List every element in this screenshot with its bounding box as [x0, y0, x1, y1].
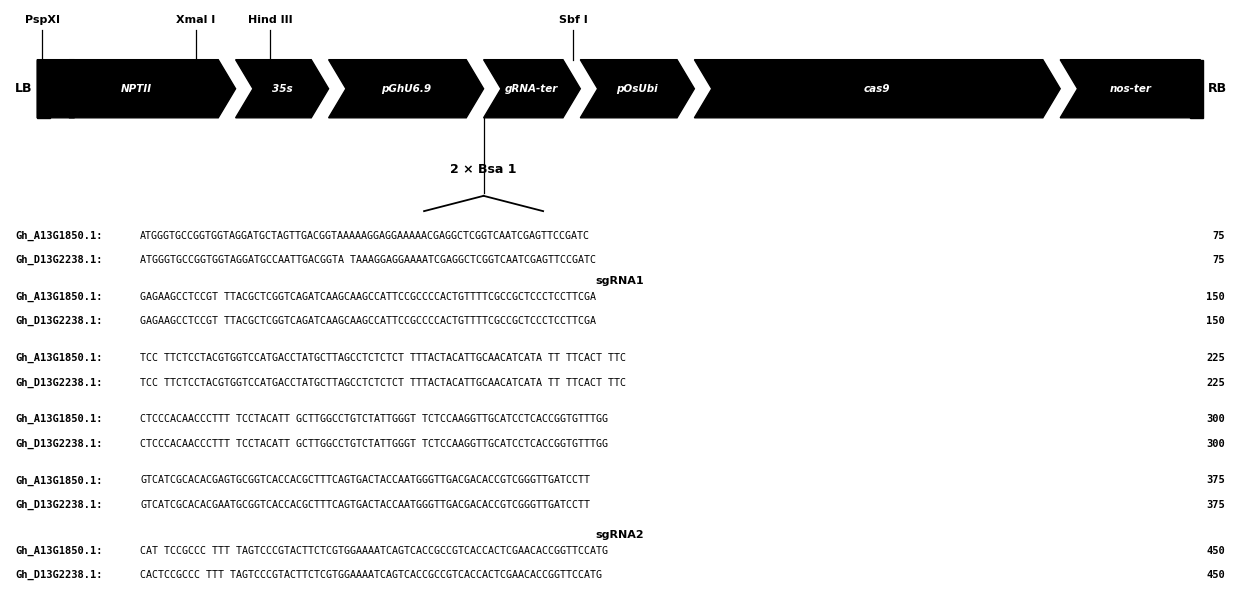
- Polygon shape: [236, 60, 329, 118]
- Polygon shape: [37, 60, 236, 118]
- Text: Gh_A13G1850.1:: Gh_A13G1850.1:: [15, 353, 103, 363]
- Text: 450: 450: [1207, 570, 1225, 580]
- Text: GTCATCGCACACGAATGCGGTCACCACGCTTTCAGTGACTACCAATGGGTTGACGACACCGTCGGGTTGATCCTT: GTCATCGCACACGAATGCGGTCACCACGCTTTCAGTGACT…: [140, 500, 590, 510]
- Text: Hind III: Hind III: [248, 15, 293, 25]
- Text: Gh_A13G1850.1:: Gh_A13G1850.1:: [15, 476, 103, 485]
- Text: Gh_D13G2238.1:: Gh_D13G2238.1:: [15, 255, 103, 265]
- Text: 75: 75: [1213, 231, 1225, 241]
- Text: PspXI: PspXI: [25, 15, 60, 25]
- Text: gRNA-ter: gRNA-ter: [505, 84, 559, 94]
- Text: 2 × Bsa 1: 2 × Bsa 1: [450, 163, 517, 176]
- Text: Gh_D13G2238.1:: Gh_D13G2238.1:: [15, 378, 103, 387]
- Text: 225: 225: [1207, 353, 1225, 363]
- Polygon shape: [484, 60, 580, 118]
- Polygon shape: [37, 60, 50, 118]
- Text: 150: 150: [1207, 316, 1225, 326]
- Text: ATGGGTGCCGGTGGTAGGATGCTAGTTGACGGTAAAAAGGAGGAAAAACGAGGCTCGGTCAATCGAGTTCCGATC: ATGGGTGCCGGTGGTAGGATGCTAGTTGACGGTAAAAAGG…: [140, 231, 590, 241]
- Polygon shape: [1190, 60, 1203, 118]
- Text: LB: LB: [15, 82, 32, 95]
- Text: 300: 300: [1207, 414, 1225, 424]
- Text: CACTCCGCCC TTT TAGTCCCGTACTTCTCGTGGAAAATCAGTCACCGCCGTCACCACTCGAACACCGGTTCCATG: CACTCCGCCC TTT TAGTCCCGTACTTCTCGTGGAAAAT…: [140, 570, 603, 580]
- Text: 75: 75: [1213, 255, 1225, 265]
- Text: Xmal I: Xmal I: [176, 15, 216, 25]
- Text: NPTII: NPTII: [120, 84, 153, 94]
- Text: Gh_D13G2238.1:: Gh_D13G2238.1:: [15, 570, 103, 580]
- Text: cas9: cas9: [864, 84, 890, 94]
- Polygon shape: [50, 60, 74, 118]
- Text: Gh_A13G1850.1:: Gh_A13G1850.1:: [15, 292, 103, 302]
- Text: Gh_A13G1850.1:: Gh_A13G1850.1:: [15, 546, 103, 556]
- Text: sgRNA2: sgRNA2: [595, 530, 645, 540]
- Polygon shape: [1060, 60, 1200, 118]
- Text: CTCCCACAACCCTTT TCCTACATT GCTTGGCCTGTCTATTGGGT TCTCCAAGGTTGCATCCTCACCGGTGTTTGG: CTCCCACAACCCTTT TCCTACATT GCTTGGCCTGTCTA…: [140, 439, 608, 449]
- Text: TCC TTCTCCTACGTGGTCCATGACCTATGCTTAGCCTCTCTCT TTTACTACATTGCAACATCATA TT TTCACT TT: TCC TTCTCCTACGTGGTCCATGACCTATGCTTAGCCTCT…: [140, 353, 626, 363]
- Polygon shape: [329, 60, 484, 118]
- Text: pOsUbi: pOsUbi: [616, 84, 658, 94]
- Text: RB: RB: [1208, 82, 1226, 95]
- Text: 225: 225: [1207, 378, 1225, 387]
- Text: Gh_D13G2238.1:: Gh_D13G2238.1:: [15, 439, 103, 449]
- Text: GTCATCGCACACGAGTGCGGTCACCACGCTTTCAGTGACTACCAATGGGTTGACGACACCGTCGGGTTGATCCTT: GTCATCGCACACGAGTGCGGTCACCACGCTTTCAGTGACT…: [140, 476, 590, 485]
- Text: CAT TCCGCCC TTT TAGTCCCGTACTTCTCGTGGAAAATCAGTCACCGCCGTCACCACTCGAACACCGGTTCCATG: CAT TCCGCCC TTT TAGTCCCGTACTTCTCGTGGAAAA…: [140, 546, 608, 556]
- Text: pGhU6.9: pGhU6.9: [381, 84, 432, 94]
- Text: 450: 450: [1207, 546, 1225, 556]
- Text: GAGAAGCCTCCGT TTACGCTCGGTCAGATCAAGCAAGCCATTCCGCCCCACTGTTTTCGCCGCTCCCTCCTTCGA: GAGAAGCCTCCGT TTACGCTCGGTCAGATCAAGCAAGCC…: [140, 316, 596, 326]
- Text: Gh_A13G1850.1:: Gh_A13G1850.1:: [15, 231, 103, 241]
- Text: 35s: 35s: [272, 84, 293, 94]
- Text: ATGGGTGCCGGTGGTAGGATGCCAATTGACGGTA TAAAGGAGGAAAATCGAGGCTCGGTCAATCGAGTTCCGATC: ATGGGTGCCGGTGGTAGGATGCCAATTGACGGTA TAAAG…: [140, 255, 596, 265]
- Text: 375: 375: [1207, 476, 1225, 485]
- Text: GAGAAGCCTCCGT TTACGCTCGGTCAGATCAAGCAAGCCATTCCGCCCCACTGTTTTCGCCGCTCCCTCCTTCGA: GAGAAGCCTCCGT TTACGCTCGGTCAGATCAAGCAAGCC…: [140, 292, 596, 302]
- Text: nos-ter: nos-ter: [1110, 84, 1151, 94]
- Text: 300: 300: [1207, 439, 1225, 449]
- Polygon shape: [694, 60, 1060, 118]
- Text: 150: 150: [1207, 292, 1225, 302]
- Text: Gh_D13G2238.1:: Gh_D13G2238.1:: [15, 316, 103, 326]
- Text: Gh_A13G1850.1:: Gh_A13G1850.1:: [15, 414, 103, 424]
- Text: sgRNA1: sgRNA1: [595, 276, 645, 286]
- Text: 375: 375: [1207, 500, 1225, 510]
- Text: Gh_D13G2238.1:: Gh_D13G2238.1:: [15, 500, 103, 510]
- Text: TCC TTCTCCTACGTGGTCCATGACCTATGCTTAGCCTCTCTCT TTTACTACATTGCAACATCATA TT TTCACT TT: TCC TTCTCCTACGTGGTCCATGACCTATGCTTAGCCTCT…: [140, 378, 626, 387]
- Polygon shape: [580, 60, 694, 118]
- Text: Sbf I: Sbf I: [558, 15, 588, 25]
- Text: CTCCCACAACCCTTT TCCTACATT GCTTGGCCTGTCTATTGGGT TCTCCAAGGTTGCATCCTCACCGGTGTTTGG: CTCCCACAACCCTTT TCCTACATT GCTTGGCCTGTCTA…: [140, 414, 608, 424]
